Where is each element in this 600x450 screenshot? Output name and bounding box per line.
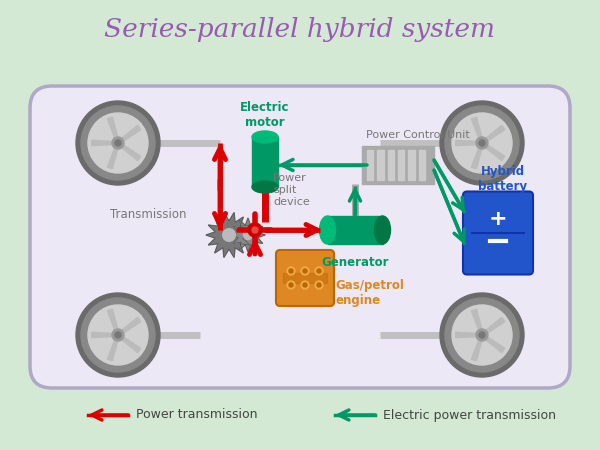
Circle shape bbox=[88, 305, 148, 365]
Text: Electric
motor: Electric motor bbox=[240, 101, 290, 129]
Circle shape bbox=[289, 269, 293, 273]
Circle shape bbox=[115, 332, 121, 338]
Text: Hybrid
battery: Hybrid battery bbox=[478, 165, 527, 193]
Bar bbox=[377, 150, 383, 180]
Circle shape bbox=[88, 113, 148, 173]
Text: Power transmission: Power transmission bbox=[136, 409, 257, 422]
Polygon shape bbox=[472, 309, 482, 329]
Circle shape bbox=[303, 283, 307, 287]
Polygon shape bbox=[122, 338, 141, 352]
Circle shape bbox=[81, 298, 155, 372]
FancyBboxPatch shape bbox=[463, 192, 533, 274]
Bar bbox=[362, 146, 434, 184]
Ellipse shape bbox=[374, 216, 391, 244]
Polygon shape bbox=[487, 126, 505, 140]
Bar bbox=[398, 150, 404, 180]
Polygon shape bbox=[122, 317, 141, 333]
Circle shape bbox=[476, 329, 488, 341]
Circle shape bbox=[252, 227, 258, 233]
Bar bbox=[367, 150, 373, 180]
Ellipse shape bbox=[252, 131, 278, 143]
FancyBboxPatch shape bbox=[276, 250, 334, 306]
Polygon shape bbox=[487, 317, 505, 333]
Circle shape bbox=[76, 101, 160, 185]
Polygon shape bbox=[456, 140, 475, 146]
Circle shape bbox=[289, 283, 293, 287]
Circle shape bbox=[301, 281, 309, 289]
Bar bbox=[419, 150, 425, 180]
Polygon shape bbox=[472, 341, 482, 361]
Polygon shape bbox=[456, 333, 475, 338]
Circle shape bbox=[115, 140, 121, 146]
Circle shape bbox=[479, 140, 485, 146]
FancyBboxPatch shape bbox=[30, 86, 570, 388]
Polygon shape bbox=[107, 309, 118, 329]
Polygon shape bbox=[92, 333, 111, 338]
Circle shape bbox=[112, 137, 124, 149]
Text: Electric power transmission: Electric power transmission bbox=[383, 409, 556, 422]
Circle shape bbox=[248, 223, 262, 237]
Ellipse shape bbox=[320, 216, 335, 244]
Polygon shape bbox=[122, 126, 141, 140]
Bar bbox=[283, 273, 327, 283]
Circle shape bbox=[452, 305, 512, 365]
Polygon shape bbox=[472, 117, 482, 137]
Circle shape bbox=[440, 293, 524, 377]
Polygon shape bbox=[206, 212, 252, 257]
Polygon shape bbox=[92, 140, 111, 146]
Circle shape bbox=[315, 281, 323, 289]
Circle shape bbox=[223, 229, 235, 241]
Circle shape bbox=[440, 101, 524, 185]
Text: +: + bbox=[488, 209, 508, 229]
Circle shape bbox=[479, 332, 485, 338]
Text: Series-parallel hybrid system: Series-parallel hybrid system bbox=[104, 18, 496, 42]
Circle shape bbox=[301, 267, 309, 275]
Circle shape bbox=[287, 281, 295, 289]
Circle shape bbox=[317, 269, 321, 273]
Polygon shape bbox=[107, 149, 118, 169]
Bar bbox=[252, 137, 278, 187]
Circle shape bbox=[112, 329, 124, 341]
Polygon shape bbox=[487, 338, 505, 352]
Text: Transmission: Transmission bbox=[110, 208, 186, 221]
Circle shape bbox=[317, 283, 321, 287]
Ellipse shape bbox=[252, 181, 278, 193]
Circle shape bbox=[303, 269, 307, 273]
Text: Power
split
device: Power split device bbox=[273, 173, 310, 207]
Circle shape bbox=[76, 293, 160, 377]
Circle shape bbox=[452, 113, 512, 173]
Polygon shape bbox=[472, 149, 482, 169]
Circle shape bbox=[315, 267, 323, 275]
Bar bbox=[388, 150, 394, 180]
Polygon shape bbox=[122, 146, 141, 161]
Polygon shape bbox=[231, 218, 265, 252]
Polygon shape bbox=[487, 146, 505, 161]
Polygon shape bbox=[107, 117, 118, 137]
Circle shape bbox=[476, 137, 488, 149]
Bar bbox=[328, 216, 383, 244]
Circle shape bbox=[244, 230, 253, 239]
Circle shape bbox=[445, 298, 519, 372]
Text: Generator: Generator bbox=[321, 256, 389, 269]
Text: Power Control Unit: Power Control Unit bbox=[366, 130, 470, 140]
Circle shape bbox=[287, 267, 295, 275]
Circle shape bbox=[81, 106, 155, 180]
Circle shape bbox=[445, 106, 519, 180]
Bar bbox=[409, 150, 415, 180]
Polygon shape bbox=[107, 341, 118, 361]
Text: Gas/petrol
engine: Gas/petrol engine bbox=[335, 279, 404, 307]
